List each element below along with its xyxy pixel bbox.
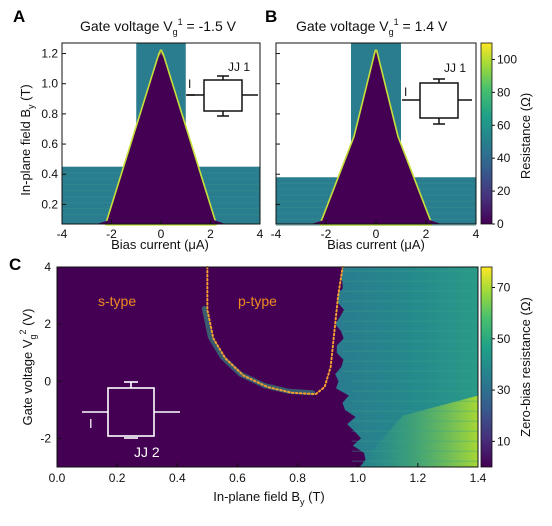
- junction-circuit-inset-b: [402, 78, 472, 125]
- y-tick-label: 4: [44, 260, 51, 274]
- panel-b-plot: -4 -2 0 2 4: [271, 42, 480, 241]
- colorbar-tick-label: 40: [497, 151, 511, 165]
- colorbar-tick-label: 30: [497, 383, 511, 397]
- colorbar-gradient: [480, 42, 493, 225]
- x-tick-label: 0: [373, 227, 380, 241]
- x-tick-label: -2: [321, 227, 332, 241]
- colorbar-tick-label: 60: [497, 118, 511, 132]
- panel-c-xlabel: In-plane field By (T): [213, 489, 324, 507]
- y-tick-label: 1.2: [41, 47, 58, 61]
- panel-label-a: A: [13, 7, 25, 26]
- current-label-c: I: [89, 416, 93, 431]
- x-tick-label: 0: [158, 227, 165, 241]
- p-type-interior: [207, 267, 343, 395]
- current-label-a: I: [188, 77, 191, 91]
- panel-b-xlabel: Bias current (μA): [327, 237, 425, 252]
- colorbar-resistance: 0 20 40 60 80 100: [480, 42, 517, 231]
- x-tick-label: 1.2: [410, 471, 427, 485]
- colorbar-tick-label: 50: [497, 332, 511, 346]
- x-tick-label: 4: [257, 227, 264, 241]
- junction-circuit-inset-a: [186, 75, 258, 117]
- phase-boundary-curve: [206, 266, 344, 396]
- colorbar-tick-label: 20: [497, 184, 511, 198]
- x-tick-label: 2: [423, 227, 430, 241]
- x-tick-label: 0.6: [229, 471, 246, 485]
- superconducting-dome: [321, 51, 431, 224]
- colorbar-tick-label: 100: [497, 52, 517, 66]
- region-label-p-type: p-type: [238, 293, 277, 309]
- panel-label-b: B: [265, 7, 277, 26]
- colorbar-tick-label: 70: [497, 281, 511, 295]
- colorbar-2-label: Zero-bias resistance (Ω): [518, 297, 533, 437]
- x-tick-label: 0.2: [109, 471, 126, 485]
- x-tick-label: -4: [57, 227, 68, 241]
- colorbar-tick-label: 0: [497, 217, 504, 231]
- colorbar-tick-label: 80: [497, 85, 511, 99]
- current-label-b: I: [404, 85, 407, 99]
- junction-label-a: JJ 1: [228, 60, 250, 74]
- panel-a-xlabel: Bias current (μA): [111, 237, 209, 252]
- junction-label-c: JJ 2: [134, 444, 160, 460]
- panel-a-plot: -4 -2 0 2 4 0.2 0.4 0.6 0.8 1.0 1.2: [41, 42, 264, 241]
- x-tick-label: 0.4: [169, 471, 186, 485]
- dome-base: [96, 213, 226, 224]
- panel-b-title: Gate voltage Vg1 = 1.4 V: [296, 17, 448, 37]
- y-tick-label: 1.0: [41, 77, 58, 91]
- y-tick-label: -2: [40, 431, 51, 445]
- superconducting-dome: [106, 51, 216, 224]
- dome-base: [311, 213, 441, 224]
- y-tick-label: 0.6: [41, 137, 58, 151]
- panel-c-ylabel: Gate voltage Vg2 (V): [18, 309, 38, 426]
- x-tick-label: -2: [106, 227, 117, 241]
- y-tick-label: 0.2: [41, 197, 58, 211]
- panel-a-ylabel: In-plane field By (T): [18, 84, 36, 195]
- x-tick-label: -4: [271, 227, 282, 241]
- colorbar-tick-label: 10: [497, 434, 511, 448]
- junction-circuit-inset-c: [82, 381, 180, 439]
- panel-c-plot: 0.0 0.2 0.4 0.6 0.8 1.0 1.2 1.4 -2 0 2 4: [40, 260, 486, 485]
- x-tick-label: 0.0: [49, 471, 66, 485]
- y-tick-label: 0.8: [41, 107, 58, 121]
- panel-a-title: Gate voltage Vg1 = -1.5 V: [80, 17, 237, 37]
- x-tick-label: 1.4: [470, 471, 487, 485]
- high-resistance-zone: [357, 395, 478, 467]
- y-tick-label: 0: [44, 374, 51, 388]
- y-tick-label: 0.4: [41, 167, 58, 181]
- plot-frame: [56, 266, 479, 468]
- x-tick-label: 0.8: [289, 471, 306, 485]
- x-tick-label: 1.0: [349, 471, 366, 485]
- region-label-s-type: s-type: [98, 293, 136, 309]
- x-tick-label: 4: [473, 227, 480, 241]
- y-tick-label: 2: [44, 317, 51, 331]
- colorbar-zero-bias: 10 30 50 70: [480, 266, 511, 468]
- colorbar-gradient: [480, 266, 493, 468]
- junction-label-b: JJ 1: [444, 61, 466, 75]
- colorbar-1-label: Resistance (Ω): [518, 93, 533, 179]
- panel-label-c: C: [9, 255, 21, 274]
- x-tick-label: 2: [207, 227, 214, 241]
